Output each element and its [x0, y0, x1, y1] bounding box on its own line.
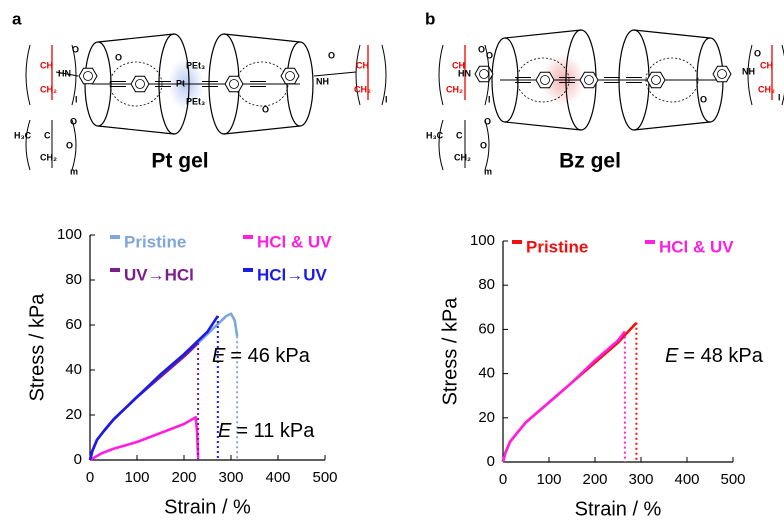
structure-label: m: [70, 166, 78, 176]
y-tick-label: 60: [65, 316, 82, 333]
legend-label: UV→HCl: [124, 265, 194, 284]
x-tick-label: 100: [536, 471, 561, 488]
structure-a: [25, 33, 387, 171]
annotation-part: = 46 kPa: [230, 345, 310, 367]
structure-label: CH₂: [446, 84, 463, 94]
y-tick-label: 20: [478, 409, 495, 426]
structure-label: HN: [458, 68, 471, 78]
structure-label: CH: [40, 60, 53, 70]
x-tick-label: 0: [499, 471, 507, 488]
x-tick-label: 500: [720, 471, 745, 488]
chart: 0 20 40 60 80 100 0 100 200 300 400 500 Strain / % St…: [26, 226, 337, 518]
stress-strain-curve: [88, 315, 219, 461]
structure-label: CH: [760, 60, 773, 70]
stress-strain-curve: [89, 415, 200, 462]
x-tick-label: 400: [674, 471, 699, 488]
annotation: E = 48 kPa: [665, 345, 764, 367]
structure-label: l: [385, 94, 388, 104]
structure-label: H₃C: [426, 130, 444, 140]
sample-name: Pt gel: [151, 150, 208, 173]
structure-label: O: [700, 94, 707, 104]
y-axis-label: Stress / kPa: [439, 297, 461, 406]
structure-label: H₃C: [14, 130, 32, 140]
x-tick-label: 500: [312, 469, 337, 486]
structure-label: O: [480, 140, 487, 150]
legend-label: Pristine: [124, 232, 186, 251]
y-tick-label: 20: [65, 406, 82, 423]
panel-label: b: [425, 9, 435, 28]
structure-b: [438, 29, 784, 171]
structure-label: m: [484, 166, 492, 176]
annotation: E = 11 kPa: [218, 420, 315, 442]
structure-label: CH: [452, 60, 465, 70]
annotation-part: = 11 kPa: [236, 420, 315, 442]
annotation-part: = 48 kPa: [683, 345, 763, 367]
annotation-part: E: [218, 420, 232, 442]
structure-label: NH: [742, 66, 755, 76]
x-tick-label: 300: [218, 469, 243, 486]
y-tick-label: 40: [478, 365, 495, 382]
x-tick-label: 100: [124, 469, 149, 486]
structure-label: C: [456, 130, 463, 140]
structure-label: O: [486, 50, 493, 60]
x-tick-label: 200: [171, 469, 196, 486]
stress-strain-curve: [88, 342, 199, 461]
annotation: E = 46 kPa: [212, 345, 311, 367]
chart: 0 20 40 60 80 100 0 100 200 300 400 500 Strain / % St…: [439, 232, 763, 520]
structure-label: C: [44, 130, 51, 140]
y-axis-label: Stress / kPa: [26, 293, 48, 402]
structure-label: O: [70, 116, 77, 126]
legend-label: HCl & UV: [257, 232, 332, 251]
annotation-part: E: [212, 345, 226, 367]
structure-label: l: [75, 94, 78, 104]
structure-label: O: [484, 116, 491, 126]
structure-label: Pt: [176, 78, 185, 88]
structure-label: O: [328, 50, 335, 60]
panel-label: a: [12, 9, 22, 28]
y-tick-label: 60: [478, 320, 495, 337]
structure-label: CH₂: [40, 152, 57, 162]
legend-label: HCl & UV: [659, 237, 734, 256]
y-tick-label: 0: [74, 451, 82, 468]
structure-label: PEt₃: [186, 96, 205, 106]
y-tick-label: 100: [470, 232, 495, 249]
structure-label: O: [66, 140, 73, 150]
x-tick-label: 0: [86, 469, 94, 486]
structure-label: O: [478, 44, 485, 54]
y-tick-label: 40: [65, 361, 82, 378]
stress-strain-curve: [501, 330, 626, 463]
legend-label: HCl→UV: [257, 265, 328, 284]
structure-label: NH: [316, 76, 329, 86]
x-axis-label: Strain / %: [575, 498, 662, 520]
structure-label: O: [262, 104, 269, 114]
y-tick-label: 80: [478, 276, 495, 293]
legend-label: Pristine: [526, 237, 588, 256]
structure-label: O: [754, 48, 761, 58]
y-tick-label: 80: [65, 271, 82, 288]
structure-label: O: [115, 52, 122, 62]
structure-label: l: [778, 92, 781, 102]
stress-strain-curve: [88, 312, 239, 461]
x-tick-label: 400: [265, 469, 290, 486]
x-axis-label: Strain / %: [164, 496, 251, 518]
x-tick-label: 300: [628, 471, 653, 488]
annotation-part: E: [665, 345, 679, 367]
structure-label: CH₂: [758, 84, 775, 94]
structure-label: CH₂: [354, 84, 371, 94]
sample-name: Bz gel: [559, 150, 621, 173]
y-tick-label: 0: [487, 453, 495, 470]
structure-label: CH₂: [40, 84, 57, 94]
y-tick-label: 100: [57, 226, 82, 243]
structure-label: CH₂: [454, 152, 471, 162]
x-tick-label: 200: [582, 471, 607, 488]
structure-label: O: [72, 44, 79, 54]
structure-label: HN: [58, 68, 71, 78]
structure-label: CH: [356, 60, 369, 70]
stress-strain-curve: [501, 321, 638, 463]
structure-label: PEt₃: [186, 60, 205, 70]
structure-label: l: [488, 94, 491, 104]
